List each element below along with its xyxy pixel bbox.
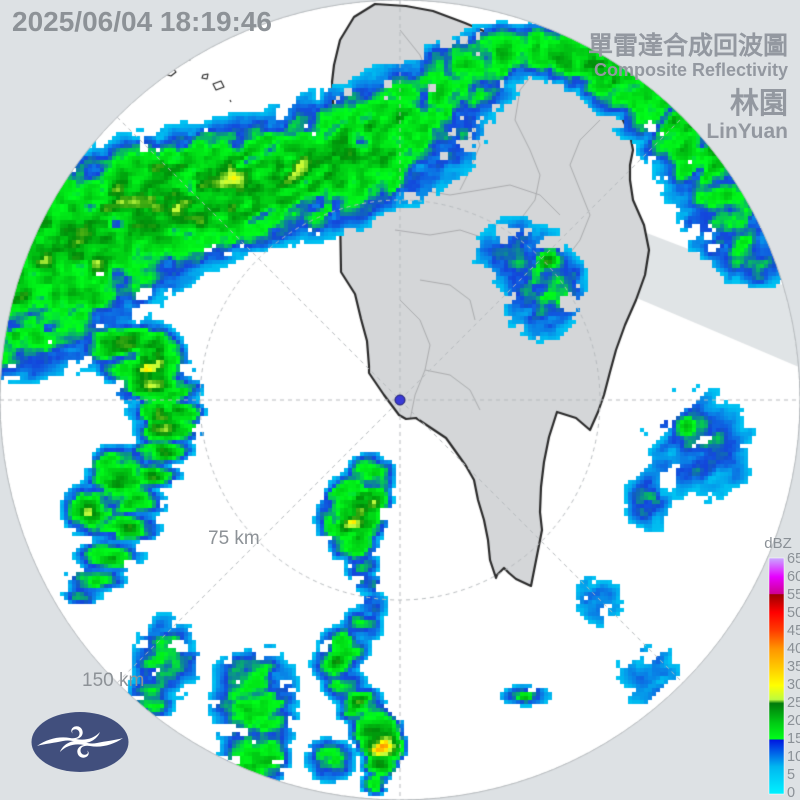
svg-text:dBZ: dBZ (764, 535, 792, 552)
svg-text:35: 35 (787, 659, 800, 675)
svg-text:45: 45 (787, 623, 800, 639)
svg-text:20: 20 (787, 713, 800, 729)
svg-text:60: 60 (787, 569, 800, 585)
svg-text:15: 15 (787, 731, 800, 747)
svg-text:30: 30 (787, 677, 800, 693)
svg-text:5: 5 (787, 767, 795, 783)
svg-text:25: 25 (787, 695, 800, 711)
svg-text:65: 65 (787, 551, 800, 567)
svg-text:50: 50 (787, 605, 800, 621)
svg-text:55: 55 (787, 587, 800, 603)
svg-text:10: 10 (787, 749, 800, 765)
svg-text:0: 0 (787, 785, 795, 800)
svg-text:40: 40 (787, 641, 800, 657)
